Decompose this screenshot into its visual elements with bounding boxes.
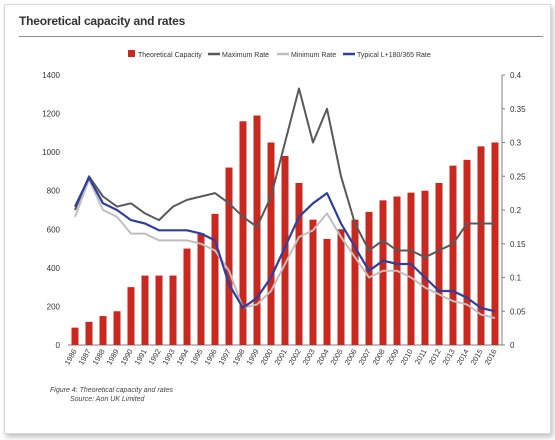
bar-1999 bbox=[253, 115, 261, 345]
bar-1987 bbox=[85, 321, 93, 345]
x-tick-label-2016: 2016 bbox=[483, 348, 499, 367]
right-tick-label: 0.3 bbox=[510, 139, 522, 148]
right-tick-label: 0.4 bbox=[510, 71, 522, 80]
x-tick-label-2006: 2006 bbox=[343, 348, 359, 367]
bar-2015 bbox=[477, 146, 485, 345]
x-tick-label-2007: 2007 bbox=[357, 348, 373, 367]
bar-2008 bbox=[379, 200, 387, 345]
bar-1994 bbox=[183, 248, 191, 345]
left-tick-label: 1200 bbox=[42, 110, 60, 119]
legend-label-typical-l-180-365-rate: Typical L+180/365 Rate bbox=[357, 52, 431, 59]
bar-1993 bbox=[169, 275, 177, 345]
x-tick-label-1992: 1992 bbox=[147, 348, 163, 367]
bar-2004 bbox=[323, 238, 331, 345]
figure-caption: Figure 4: Theoretical capacity and rates… bbox=[50, 386, 173, 404]
x-tick-label-1996: 1996 bbox=[203, 348, 219, 367]
x-axis-labels: 1986198719881989199019911992199319941995… bbox=[63, 348, 499, 367]
x-tick-label-2003: 2003 bbox=[301, 348, 317, 367]
x-tick-label-1999: 1999 bbox=[245, 348, 261, 367]
line-typical-l-180-365-rate bbox=[74, 176, 496, 313]
bar-1996 bbox=[211, 213, 219, 345]
x-tick-label-2008: 2008 bbox=[371, 348, 387, 367]
x-tick-label-1993: 1993 bbox=[161, 348, 177, 367]
legend-label-theoretical-capacity: Theoretical Capacity bbox=[138, 52, 202, 59]
bar-1988 bbox=[99, 316, 107, 345]
right-tick-label: 0 bbox=[510, 341, 515, 350]
left-tick-label: 1400 bbox=[42, 71, 60, 80]
chart-legend: Theoretical Capacity Maximum Rate Minimum … bbox=[128, 50, 431, 59]
x-tick-label-1995: 1995 bbox=[189, 348, 205, 367]
bar-series bbox=[71, 115, 499, 346]
bar-1991 bbox=[141, 275, 149, 345]
right-tick-label: 0.25 bbox=[510, 172, 526, 181]
bar-1989 bbox=[113, 311, 121, 345]
right-tick-label: 0.35 bbox=[510, 105, 526, 114]
bar-2010 bbox=[407, 192, 415, 345]
x-tick-label-2000: 2000 bbox=[259, 348, 275, 367]
bar-2003 bbox=[309, 219, 317, 345]
bar-2011 bbox=[421, 190, 429, 345]
bar-1998 bbox=[239, 121, 247, 346]
x-tick-label-1991: 1991 bbox=[133, 348, 149, 367]
left-tick-label: 1000 bbox=[42, 148, 60, 157]
line-series bbox=[74, 87, 496, 319]
bar-1995 bbox=[197, 233, 205, 345]
bar-2016 bbox=[491, 142, 499, 345]
figure-frame: Theoretical capacity and rates bbox=[4, 4, 551, 434]
x-tick-label-1994: 1994 bbox=[175, 348, 191, 367]
x-tick-label-2002: 2002 bbox=[287, 348, 303, 367]
bar-2006 bbox=[351, 219, 359, 345]
left-tick-label: 600 bbox=[47, 225, 61, 234]
x-tick-label-2009: 2009 bbox=[385, 348, 401, 367]
bar-2005 bbox=[337, 229, 345, 345]
figure-source: Source: Aon UK Limited bbox=[70, 396, 145, 403]
left-tick-label: 0 bbox=[56, 341, 61, 350]
x-tick-label-2015: 2015 bbox=[469, 348, 485, 367]
left-tick-label: 400 bbox=[47, 264, 61, 273]
x-tick-label-1997: 1997 bbox=[217, 348, 233, 367]
bar-2014 bbox=[463, 159, 471, 345]
bar-1992 bbox=[155, 275, 163, 345]
x-tick-label-1988: 1988 bbox=[91, 348, 107, 367]
bar-2012 bbox=[435, 183, 443, 345]
x-tick-label-1998: 1998 bbox=[231, 348, 247, 367]
legend-label-minimum-rate: Minimum Rate bbox=[291, 52, 336, 59]
legend-label-maximum-rate: Maximum Rate bbox=[222, 52, 269, 59]
bar-2013 bbox=[449, 165, 457, 345]
x-tick-label-2014: 2014 bbox=[455, 348, 471, 367]
chart-axes: 0 200 400 600 800 1000 1200 1400 0 0.05 0.1 0.15 0.2… bbox=[42, 71, 526, 350]
left-tick-label: 200 bbox=[47, 302, 61, 311]
x-tick-label-2011: 2011 bbox=[413, 348, 429, 366]
x-tick-label-1987: 1987 bbox=[77, 348, 93, 367]
right-tick-label: 0.1 bbox=[510, 274, 522, 283]
bar-2002 bbox=[295, 183, 303, 345]
figure-caption-text: Figure 4: Theoretical capacity and rates bbox=[50, 387, 173, 394]
chart-title: Theoretical capacity and rates bbox=[19, 14, 186, 28]
x-tick-label-2013: 2013 bbox=[441, 348, 457, 367]
title-rule bbox=[19, 36, 543, 37]
x-tick-label-1990: 1990 bbox=[119, 348, 135, 367]
x-tick-label-1989: 1989 bbox=[105, 348, 121, 367]
x-tick-label-2012: 2012 bbox=[427, 348, 443, 367]
x-tick-label-2010: 2010 bbox=[399, 348, 415, 367]
bar-2000 bbox=[267, 142, 275, 345]
line-maximum-rate bbox=[74, 87, 495, 259]
bar-2001 bbox=[281, 156, 289, 345]
right-tick-label: 0.2 bbox=[510, 206, 522, 215]
legend-swatch-theoretical-capacity bbox=[128, 50, 135, 57]
x-tick-label-1986: 1986 bbox=[63, 348, 79, 367]
line-minimum-rate bbox=[74, 178, 496, 319]
right-tick-label: 0.05 bbox=[510, 307, 526, 316]
x-tick-label-2005: 2005 bbox=[329, 348, 345, 367]
bar-1990 bbox=[127, 287, 135, 345]
bar-1997 bbox=[225, 167, 233, 345]
x-tick-label-2004: 2004 bbox=[315, 348, 331, 367]
x-tick-label-2001: 2001 bbox=[273, 348, 289, 367]
right-tick-label: 0.15 bbox=[510, 240, 526, 249]
left-tick-label: 800 bbox=[47, 187, 61, 196]
bar-1986 bbox=[71, 327, 79, 345]
